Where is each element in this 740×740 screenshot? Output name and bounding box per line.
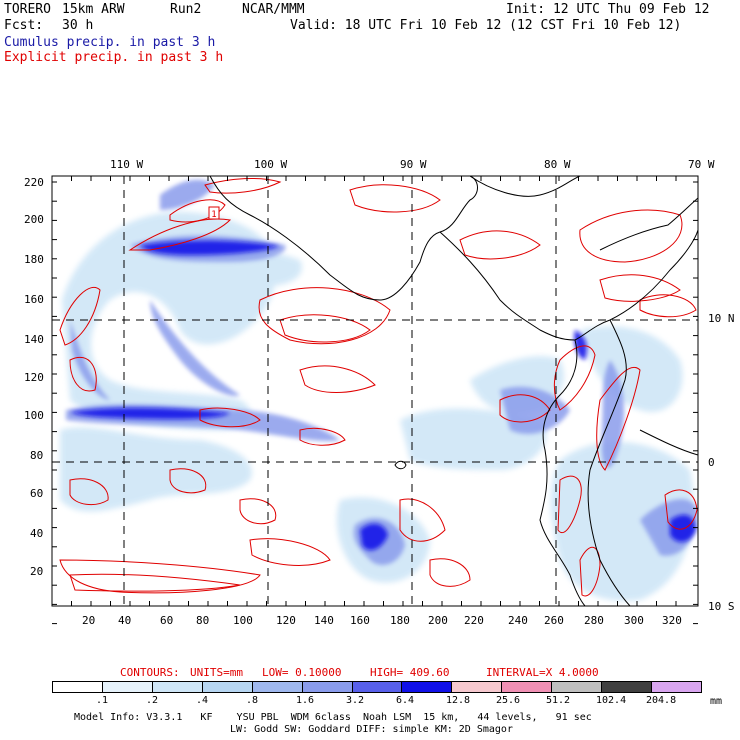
bottom-tick-label: 60 (160, 614, 174, 627)
colorbar (52, 681, 702, 693)
left-tick-label: 220 (24, 176, 44, 189)
colorbar-label: 25.6 (496, 695, 521, 706)
colorbar-swatch (502, 682, 553, 692)
lon-label-70w: 70 W (688, 158, 715, 171)
bottom-tick-label: 280 (584, 614, 604, 627)
colorbar-label: 12.8 (446, 695, 471, 706)
colorbar-swatch (452, 682, 503, 692)
colorbar-swatch (352, 682, 403, 692)
lon-label-90w: 90 W (400, 158, 427, 171)
bottom-tick-label: 120 (276, 614, 296, 627)
left-tick-label: 140 (24, 333, 44, 346)
left-tick-label: 20 (30, 565, 44, 578)
colorbar-swatch (202, 682, 253, 692)
colorbar-swatch (602, 682, 653, 692)
field-cumulus-label: Cumulus precip. in past 3 h (4, 35, 216, 50)
colorbar-label: 204.8 (646, 695, 677, 706)
bottom-tick-label: 140 (314, 614, 334, 627)
colorbar-swatch (402, 682, 453, 692)
left-tick-label: 180 (24, 253, 44, 266)
bottom-tick-label: 200 (428, 614, 448, 627)
contour-heading: CONTOURS: (120, 666, 180, 679)
bottom-tick-label: 20 (82, 614, 96, 627)
colorbar-label: .4 (196, 695, 209, 706)
colorbar-swatch (302, 682, 353, 692)
lat-label-10n: 10 N (708, 312, 735, 325)
explicit-precip-contours (59, 177, 698, 597)
contour-high: HIGH= 409.60 (370, 666, 450, 679)
colorbar-unit: mm (710, 696, 723, 707)
colorbar-label: 102.4 (596, 695, 627, 706)
colorbar-label: 6.4 (396, 695, 415, 706)
model-name: TORERO (4, 2, 51, 17)
bottom-tick-label: 100 (233, 614, 253, 627)
colorbar-swatch (152, 682, 203, 692)
field-explicit-label: Explicit precip. in past 3 h (4, 50, 224, 65)
lon-label-80w: 80 W (544, 158, 571, 171)
left-tick-label: 40 (30, 527, 44, 540)
coastlines (209, 176, 698, 606)
contour-low: LOW= 0.10000 (262, 666, 342, 679)
bottom-tick-label: 240 (508, 614, 528, 627)
colorbar-labels: .1 .2 .4 .8 1.6 3.2 6.4 12.8 25.6 51.2 102.4 204.8 (52, 695, 702, 707)
colorbar-label: 51.2 (546, 695, 571, 706)
bottom-tick-label: 260 (544, 614, 564, 627)
contour-interval: INTERVAL=X 4.0000 (486, 666, 599, 679)
colorbar-swatch (53, 682, 103, 692)
bottom-tick-label: 80 (196, 614, 210, 627)
left-tick-label: 160 (24, 293, 44, 306)
lon-label-100w: 100 W (254, 158, 288, 171)
colorbar-label: .2 (146, 695, 159, 706)
bottom-tick-label: 300 (624, 614, 644, 627)
left-tick-label: 60 (30, 487, 44, 500)
colorbar-swatch (102, 682, 153, 692)
maximum-marker: 1 (208, 206, 220, 220)
bottom-tick-label: 180 (390, 614, 410, 627)
lon-label-110w: 110 W (110, 158, 144, 171)
left-tick-label: 100 (24, 409, 44, 422)
bottom-tick-label: 160 (350, 614, 370, 627)
contour-units: UNITS=mm (190, 666, 243, 679)
left-tick-label: 200 (24, 213, 44, 226)
run-label: Run2 (170, 2, 202, 17)
svg-text:1: 1 (211, 210, 216, 220)
valid-time: Valid: 18 UTC Fri 10 Feb 12 (12 CST Fri … (290, 18, 682, 33)
bottom-tick-label: 220 (464, 614, 484, 627)
colorbar-label: .8 (246, 695, 259, 706)
forecast-label: Fcst: (4, 18, 44, 33)
lat-lon-grid (52, 176, 698, 606)
lat-label-0: 0 (708, 456, 715, 469)
model-info: Model Info: V3.3.1 KF YSU PBL WDM 6class… (74, 712, 592, 723)
left-tick-label: 80 (30, 449, 44, 462)
colorbar-swatch (252, 682, 303, 692)
cumulus-heavy-shading (70, 240, 696, 551)
colorbar-swatch (552, 682, 603, 692)
colorbar-label: 3.2 (346, 695, 365, 706)
bottom-tick-label: 320 (662, 614, 682, 627)
colorbar-label: .1 (96, 695, 109, 706)
left-tick-label: 120 (24, 371, 44, 384)
cumulus-light-shading (60, 211, 694, 601)
init-time: Init: 12 UTC Thu 09 Feb 12 (506, 2, 710, 17)
resolution-label: 15km ARW (62, 2, 125, 17)
colorbar-label: 1.6 (296, 695, 315, 706)
forecast-hours: 30 h (62, 18, 94, 33)
org-label: NCAR/MMM (242, 2, 305, 17)
colorbar-swatch (652, 682, 701, 692)
map-frame (51, 175, 699, 607)
bottom-tick-label: 40 (118, 614, 132, 627)
physics-info: LW: Godd SW: Goddard DIFF: simple KM: 2D… (230, 724, 513, 735)
lat-label-10s: 10 S (708, 600, 735, 613)
